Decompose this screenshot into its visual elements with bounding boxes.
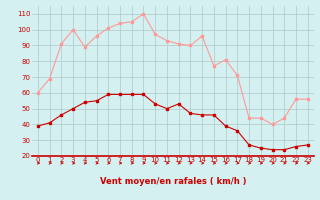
X-axis label: Vent moyen/en rafales ( km/h ): Vent moyen/en rafales ( km/h ) [100,177,246,186]
